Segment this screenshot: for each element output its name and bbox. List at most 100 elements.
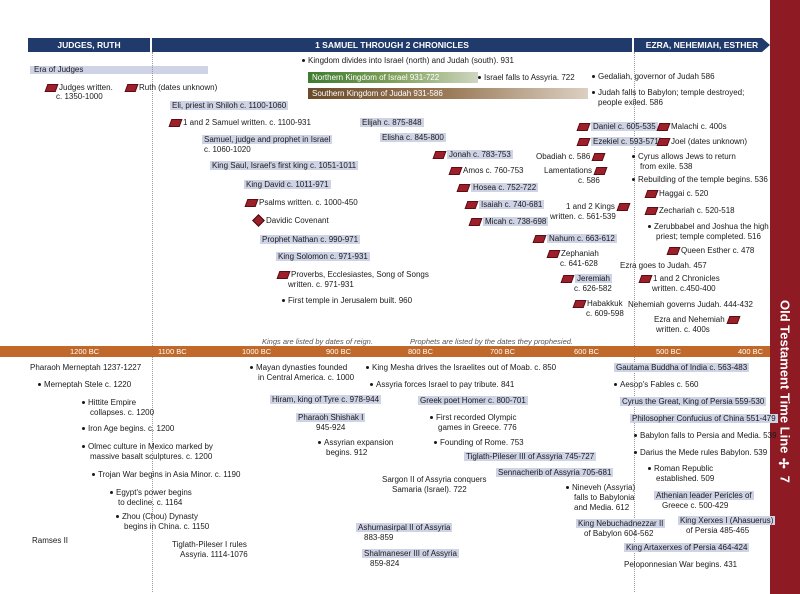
bullet-icon	[110, 491, 113, 495]
entry: Tiglath-Pileser I rules	[172, 540, 247, 549]
kings-note: Kings are listed by dates of reign.	[262, 337, 373, 346]
bullet-icon	[648, 467, 651, 471]
entry: Jonah c. 783-753	[432, 150, 513, 160]
entry: 883-859	[364, 533, 394, 542]
entry: Judah falls to Babylon; temple destroyed…	[592, 88, 744, 98]
book-icon	[124, 83, 139, 92]
bullet-icon	[116, 515, 119, 519]
entry: c. 641-628	[560, 259, 598, 268]
entry: Malachi c. 400s	[656, 122, 727, 132]
book-icon	[464, 200, 479, 209]
bullet-icon	[366, 366, 369, 370]
prophets-note: Prophets are listed by the dates they pr…	[410, 337, 574, 346]
entry: c. 626-582	[574, 284, 612, 293]
entry: King Nebuchadnezzar II	[576, 519, 666, 528]
entry: Peloponnesian War begins. 431	[624, 560, 738, 569]
era-samuel-chronicles: 1 SAMUEL THROUGH 2 CHRONICLES	[152, 38, 632, 52]
entry: Lamentations	[544, 166, 608, 176]
entry: Cyrus allows Jews to return	[632, 152, 736, 162]
entry: Pharaoh Shishak I	[296, 413, 366, 422]
book-icon	[644, 206, 659, 215]
entry: Assyria forces Israel to pay tribute. 84…	[370, 380, 514, 390]
book-icon	[593, 166, 608, 175]
entry: Samuel, judge and prophet in Israel	[202, 135, 333, 144]
entry: 859-824	[370, 559, 400, 568]
book-icon	[591, 152, 606, 161]
axis-tick: 1000 BC	[242, 347, 272, 356]
bullet-icon	[430, 416, 433, 420]
book-icon	[616, 202, 631, 211]
entry: Ruth (dates unknown)	[124, 83, 217, 93]
bullet-icon	[634, 451, 637, 455]
book-icon	[644, 189, 659, 198]
entry: First recorded Olympic	[430, 413, 516, 423]
era-ezra-nehemiah-esther: EZRA, NEHEMIAH, ESTHER	[634, 38, 770, 52]
entry: Shalmaneser III of Assyria	[362, 549, 459, 558]
entry: Isaiah c. 740-681	[464, 200, 545, 210]
entry: King David c. 1011-971	[244, 180, 331, 189]
entry: in Central America. c. 1000	[258, 373, 355, 382]
axis-tick: 700 BC	[490, 347, 516, 356]
entry: Amos c. 760-753	[448, 166, 523, 176]
book-icon	[456, 183, 471, 192]
book-icon	[276, 270, 291, 279]
entry: Hittite Empire	[82, 398, 136, 408]
entry: Ezra goes to Judah. 457	[620, 261, 707, 270]
entry: Kingdom divides into Israel (north) and …	[302, 56, 514, 66]
bullet-icon	[82, 427, 85, 431]
southern-kingdom-bar: Southern Kingdom of Judah 931-586	[308, 88, 588, 99]
entry: of Babylon 604-562	[584, 529, 654, 538]
entry: Zhou (Chou) Dynasty	[116, 512, 198, 522]
entry: Babylon falls to Persia and Media. 539	[634, 431, 777, 441]
book-icon	[244, 198, 259, 207]
entry: Zerubbabel and Joshua the high	[648, 222, 769, 232]
entry: Hosea c. 752-722	[456, 183, 539, 193]
entry: written. c. 561-539	[550, 212, 616, 221]
book-icon	[726, 315, 741, 324]
entry: of Persia 485-465	[686, 526, 750, 535]
book-icon	[560, 274, 575, 283]
bullet-icon	[614, 383, 617, 387]
entry: Zephaniah	[546, 249, 599, 259]
axis-tick: 800 BC	[408, 347, 434, 356]
era-judges-ruth: JUDGES, RUTH	[28, 38, 150, 52]
entry: Gedaliah, governor of Judah 586	[592, 72, 715, 82]
entry: c. 586	[578, 176, 600, 185]
bullet-icon	[38, 383, 41, 387]
entry: and Media. 612	[574, 503, 630, 512]
entry: King Solomon c. 971-931	[276, 252, 370, 261]
entry: 1 and 2 Kings	[566, 202, 631, 212]
entry: priest; temple completed. 516	[656, 232, 761, 241]
book-icon	[638, 274, 653, 283]
entry: Zechariah c. 520-518	[644, 206, 735, 216]
entry: Ezekiel c. 593-571	[576, 137, 661, 147]
entry: begins. 912	[326, 448, 368, 457]
entry: Athenian leader Pericles of	[654, 491, 754, 500]
entry: Egypt's power begins	[110, 488, 192, 498]
entry: written. c. 971-931	[288, 280, 354, 289]
entry: Nineveh (Assyria)	[566, 483, 635, 493]
entry: 1 and 2 Chronicles	[638, 274, 720, 284]
entry: Joel (dates unknown)	[656, 137, 747, 147]
book-icon	[656, 122, 671, 131]
book-icon	[432, 150, 447, 159]
book-icon	[168, 118, 183, 127]
entry: people exiled. 586	[598, 98, 663, 107]
entry: Haggai c. 520	[644, 189, 708, 199]
axis-tick: 600 BC	[574, 347, 600, 356]
entry: Tiglath-Pileser III of Assyria 745-727	[464, 452, 597, 461]
entry: Cyrus the Great, King of Persia 559-530	[620, 397, 767, 406]
entry: Elisha c. 845-800	[380, 133, 446, 142]
bullet-icon	[632, 178, 635, 182]
book-icon	[532, 234, 547, 243]
book-icon	[468, 217, 483, 226]
entry: Roman Republic	[648, 464, 713, 474]
entry: Eli, priest in Shiloh c. 1100-1060	[170, 101, 289, 110]
entry: established. 509	[656, 474, 715, 483]
entry: Merneptah Stele c. 1220	[38, 380, 131, 390]
entry: Ezra and Nehemiah	[654, 315, 741, 325]
sidebar-title: Old Testament Time Line ✢ 7	[777, 300, 793, 483]
bullet-icon	[566, 486, 569, 490]
entry: King Xerxes I (Ahasuerus)	[678, 516, 776, 525]
bullet-icon	[250, 366, 253, 370]
